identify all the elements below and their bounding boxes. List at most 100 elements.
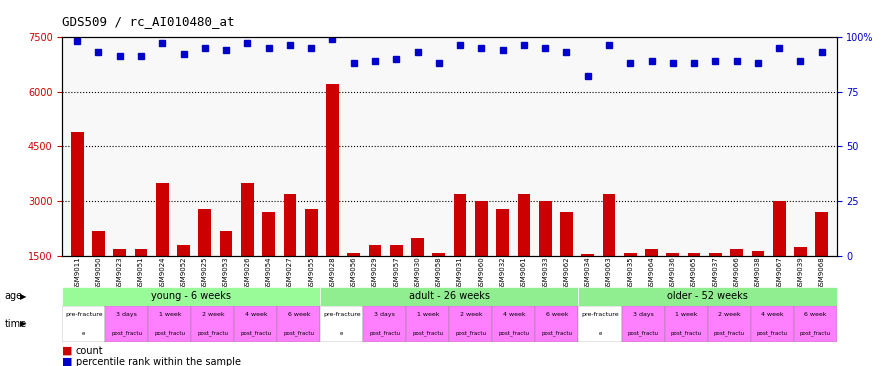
Text: GSM9055: GSM9055 bbox=[308, 256, 314, 290]
Bar bbox=[454, 194, 466, 311]
Text: GSM9032: GSM9032 bbox=[499, 256, 506, 290]
Text: GDS509 / rc_AI010480_at: GDS509 / rc_AI010480_at bbox=[62, 15, 235, 28]
Text: GSM9035: GSM9035 bbox=[627, 256, 634, 290]
Bar bbox=[284, 194, 296, 311]
Text: 2 week: 2 week bbox=[717, 312, 740, 317]
Bar bbox=[581, 254, 595, 311]
Bar bbox=[730, 249, 743, 311]
Bar bbox=[113, 249, 126, 311]
Text: GSM9034: GSM9034 bbox=[585, 256, 591, 290]
FancyBboxPatch shape bbox=[278, 306, 320, 342]
Bar bbox=[773, 201, 786, 311]
FancyBboxPatch shape bbox=[665, 306, 708, 342]
Text: GSM9061: GSM9061 bbox=[521, 256, 527, 290]
Bar bbox=[624, 253, 636, 311]
Text: GSM9067: GSM9067 bbox=[776, 256, 782, 290]
Text: post_fractu: post_fractu bbox=[756, 330, 788, 336]
Bar bbox=[411, 238, 424, 311]
Text: 3 days: 3 days bbox=[633, 312, 653, 317]
Text: 1 week: 1 week bbox=[417, 312, 439, 317]
Text: post_fractu: post_fractu bbox=[498, 330, 530, 336]
Text: GSM9057: GSM9057 bbox=[393, 256, 400, 290]
FancyBboxPatch shape bbox=[191, 306, 234, 342]
Text: 6 week: 6 week bbox=[546, 312, 568, 317]
Text: pre-fracture: pre-fracture bbox=[323, 312, 360, 317]
Text: 1 week: 1 week bbox=[675, 312, 697, 317]
Text: post_fractu: post_fractu bbox=[111, 330, 142, 336]
Text: 3 days: 3 days bbox=[375, 312, 395, 317]
Bar bbox=[538, 201, 552, 311]
Text: GSM9063: GSM9063 bbox=[606, 256, 612, 290]
Bar bbox=[390, 245, 402, 311]
Text: GSM9051: GSM9051 bbox=[138, 256, 144, 290]
Bar bbox=[326, 84, 339, 311]
FancyBboxPatch shape bbox=[621, 306, 665, 342]
Text: GSM9060: GSM9060 bbox=[478, 256, 484, 290]
Text: 1 week: 1 week bbox=[158, 312, 181, 317]
FancyBboxPatch shape bbox=[708, 306, 750, 342]
Text: post_fractu: post_fractu bbox=[799, 330, 830, 336]
Bar bbox=[603, 194, 615, 311]
Text: ■: ■ bbox=[62, 346, 73, 356]
Text: 4 week: 4 week bbox=[245, 312, 267, 317]
Text: GSM9036: GSM9036 bbox=[670, 256, 676, 290]
Text: age: age bbox=[4, 291, 22, 302]
Text: GSM9025: GSM9025 bbox=[202, 256, 208, 290]
Bar bbox=[815, 212, 828, 311]
Bar bbox=[241, 183, 254, 311]
Text: percentile rank within the sample: percentile rank within the sample bbox=[76, 357, 240, 366]
Text: ■: ■ bbox=[62, 357, 73, 366]
Text: GSM9064: GSM9064 bbox=[649, 256, 654, 290]
Text: post_fractu: post_fractu bbox=[154, 330, 185, 336]
Text: e: e bbox=[82, 330, 85, 336]
Bar bbox=[794, 247, 807, 311]
Bar bbox=[517, 194, 530, 311]
Text: GSM9065: GSM9065 bbox=[691, 256, 697, 290]
Text: 3 days: 3 days bbox=[117, 312, 137, 317]
FancyBboxPatch shape bbox=[750, 306, 794, 342]
Text: GSM9068: GSM9068 bbox=[819, 256, 825, 290]
Text: e: e bbox=[598, 330, 602, 336]
Text: pre-fracture: pre-fracture bbox=[65, 312, 102, 317]
FancyBboxPatch shape bbox=[449, 306, 492, 342]
Text: GSM9030: GSM9030 bbox=[415, 256, 421, 290]
Text: ▶: ▶ bbox=[20, 292, 26, 301]
Text: GSM9038: GSM9038 bbox=[755, 256, 761, 290]
Text: 6 week: 6 week bbox=[804, 312, 826, 317]
FancyBboxPatch shape bbox=[234, 306, 278, 342]
Text: GSM9033: GSM9033 bbox=[542, 256, 548, 290]
Text: GSM9053: GSM9053 bbox=[223, 256, 229, 290]
Text: young - 6 weeks: young - 6 weeks bbox=[151, 291, 231, 302]
FancyBboxPatch shape bbox=[62, 287, 320, 306]
Bar bbox=[304, 209, 318, 311]
Text: GSM9052: GSM9052 bbox=[181, 256, 187, 290]
FancyBboxPatch shape bbox=[578, 287, 837, 306]
Bar bbox=[347, 253, 360, 311]
FancyBboxPatch shape bbox=[149, 306, 191, 342]
Text: GSM9026: GSM9026 bbox=[245, 256, 250, 290]
Text: e: e bbox=[340, 330, 344, 336]
Text: adult - 26 weeks: adult - 26 weeks bbox=[409, 291, 490, 302]
Text: GSM9011: GSM9011 bbox=[74, 256, 80, 290]
Bar bbox=[368, 245, 382, 311]
Text: GSM9058: GSM9058 bbox=[436, 256, 441, 290]
Bar bbox=[134, 249, 148, 311]
Text: pre-fracture: pre-fracture bbox=[581, 312, 619, 317]
Bar bbox=[71, 132, 84, 311]
Text: 4 week: 4 week bbox=[503, 312, 525, 317]
Bar bbox=[751, 251, 765, 311]
Text: GSM9066: GSM9066 bbox=[733, 256, 740, 290]
Text: GSM9029: GSM9029 bbox=[372, 256, 378, 290]
FancyBboxPatch shape bbox=[536, 306, 578, 342]
FancyBboxPatch shape bbox=[407, 306, 449, 342]
Text: GSM9027: GSM9027 bbox=[287, 256, 293, 290]
Bar bbox=[475, 201, 488, 311]
FancyBboxPatch shape bbox=[794, 306, 837, 342]
Text: time: time bbox=[4, 319, 27, 329]
Text: post_fractu: post_fractu bbox=[670, 330, 701, 336]
Text: post_fractu: post_fractu bbox=[369, 330, 400, 336]
Text: GSM9028: GSM9028 bbox=[329, 256, 336, 290]
FancyBboxPatch shape bbox=[320, 306, 363, 342]
Text: GSM9023: GSM9023 bbox=[117, 256, 123, 290]
Bar bbox=[688, 253, 700, 311]
